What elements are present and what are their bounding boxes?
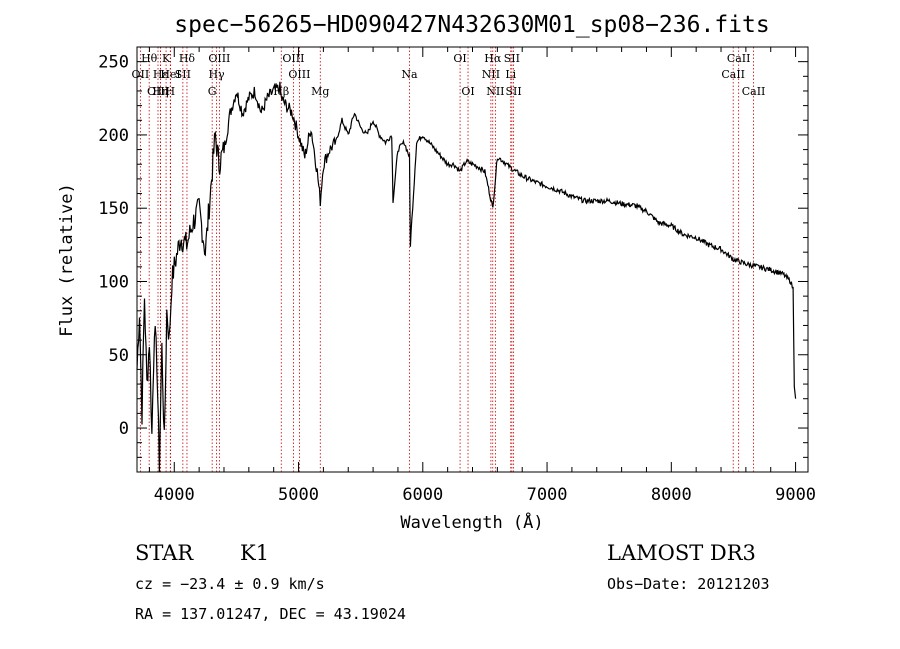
coordinates-text: RA = 137.01247, DEC = 43.19024: [135, 605, 406, 623]
line-marker-label-6: Hη: [152, 85, 168, 98]
survey-name: LAMOST DR3: [607, 541, 756, 565]
line-marker-label-17: Na: [401, 68, 418, 81]
x-tick-label: 5000: [278, 485, 319, 505]
y-axis-label: Flux (relative): [57, 183, 77, 337]
x-tick-label: 7000: [527, 485, 568, 505]
object-type: STAR: [135, 541, 194, 565]
spectral-subclass: K1: [240, 541, 269, 565]
line-marker-label-15: Hβ: [273, 85, 289, 98]
line-marker-label-9: SII: [175, 68, 191, 81]
y-tick-label: 0: [119, 419, 129, 439]
line-marker-label-12: G: [208, 85, 217, 98]
line-marker-label-23: SII: [504, 52, 520, 65]
line-marker-label-7: H: [166, 85, 176, 98]
emission-line-labels: Hθ OII OIII Hε K HeI HηH Hδ SII OIII Hγ G OIII OIII Hβ…: [131, 52, 765, 98]
redshift-text: cz = −23.4 ± 0.9 km/s: [135, 575, 325, 593]
x-axis-ticks: 4000 5000 6000 7000 8000 9000: [148, 47, 816, 505]
line-marker-label-19: OI: [461, 85, 474, 98]
line-marker-label-24: Li: [505, 68, 516, 81]
line-marker-label-4: K: [162, 52, 171, 65]
x-tick-label: 6000: [402, 485, 443, 505]
x-tick-label: 8000: [651, 485, 692, 505]
plot-frame: [136, 46, 809, 473]
line-marker-label-22: NII: [486, 85, 504, 98]
line-marker-label-8: Hδ: [179, 52, 196, 65]
line-marker-label-3: Hε: [153, 68, 169, 81]
y-tick-label: 250: [98, 53, 129, 73]
line-marker-label-5: HeI: [160, 68, 180, 81]
line-marker-label-16: Mg: [311, 85, 329, 98]
chart-title: spec−56265−HD090427N432630M01_sp08−236.f…: [174, 12, 769, 38]
emission-line-markers: [139, 47, 754, 472]
line-marker-label-25: SII: [506, 85, 522, 98]
y-tick-label: 200: [98, 126, 129, 146]
line-marker-label-20: Hα: [484, 52, 502, 65]
line-marker-label-1: OII: [131, 68, 149, 81]
x-tick-label: 4000: [154, 485, 195, 505]
line-marker-label-14: OIII: [288, 68, 310, 81]
line-marker-label-0: Hθ: [141, 52, 158, 65]
line-marker-label-2: OIII: [147, 85, 169, 98]
x-tick-label: 9000: [775, 485, 816, 505]
spectrum-series-line: [136, 81, 797, 473]
y-tick-label: 100: [98, 272, 129, 292]
line-marker-label-11: Hγ: [208, 68, 225, 81]
line-marker-label-10: OIII: [208, 52, 230, 65]
x-axis-label: Wavelength (Å): [400, 511, 543, 533]
line-marker-label-27: CaII: [721, 68, 745, 81]
line-marker-label-13: OIII: [282, 52, 304, 65]
line-marker-label-21: NII: [482, 68, 500, 81]
obs-date-text: Obs−Date: 20121203: [607, 575, 770, 593]
line-marker-label-28: CaII: [742, 85, 766, 98]
y-tick-label: 150: [98, 199, 129, 219]
line-marker-label-18: OI: [453, 52, 466, 65]
y-tick-label: 50: [109, 346, 129, 366]
line-marker-label-26: CaII: [727, 52, 751, 65]
y-axis-ticks: 0 50 100 150 200 250: [98, 53, 808, 458]
